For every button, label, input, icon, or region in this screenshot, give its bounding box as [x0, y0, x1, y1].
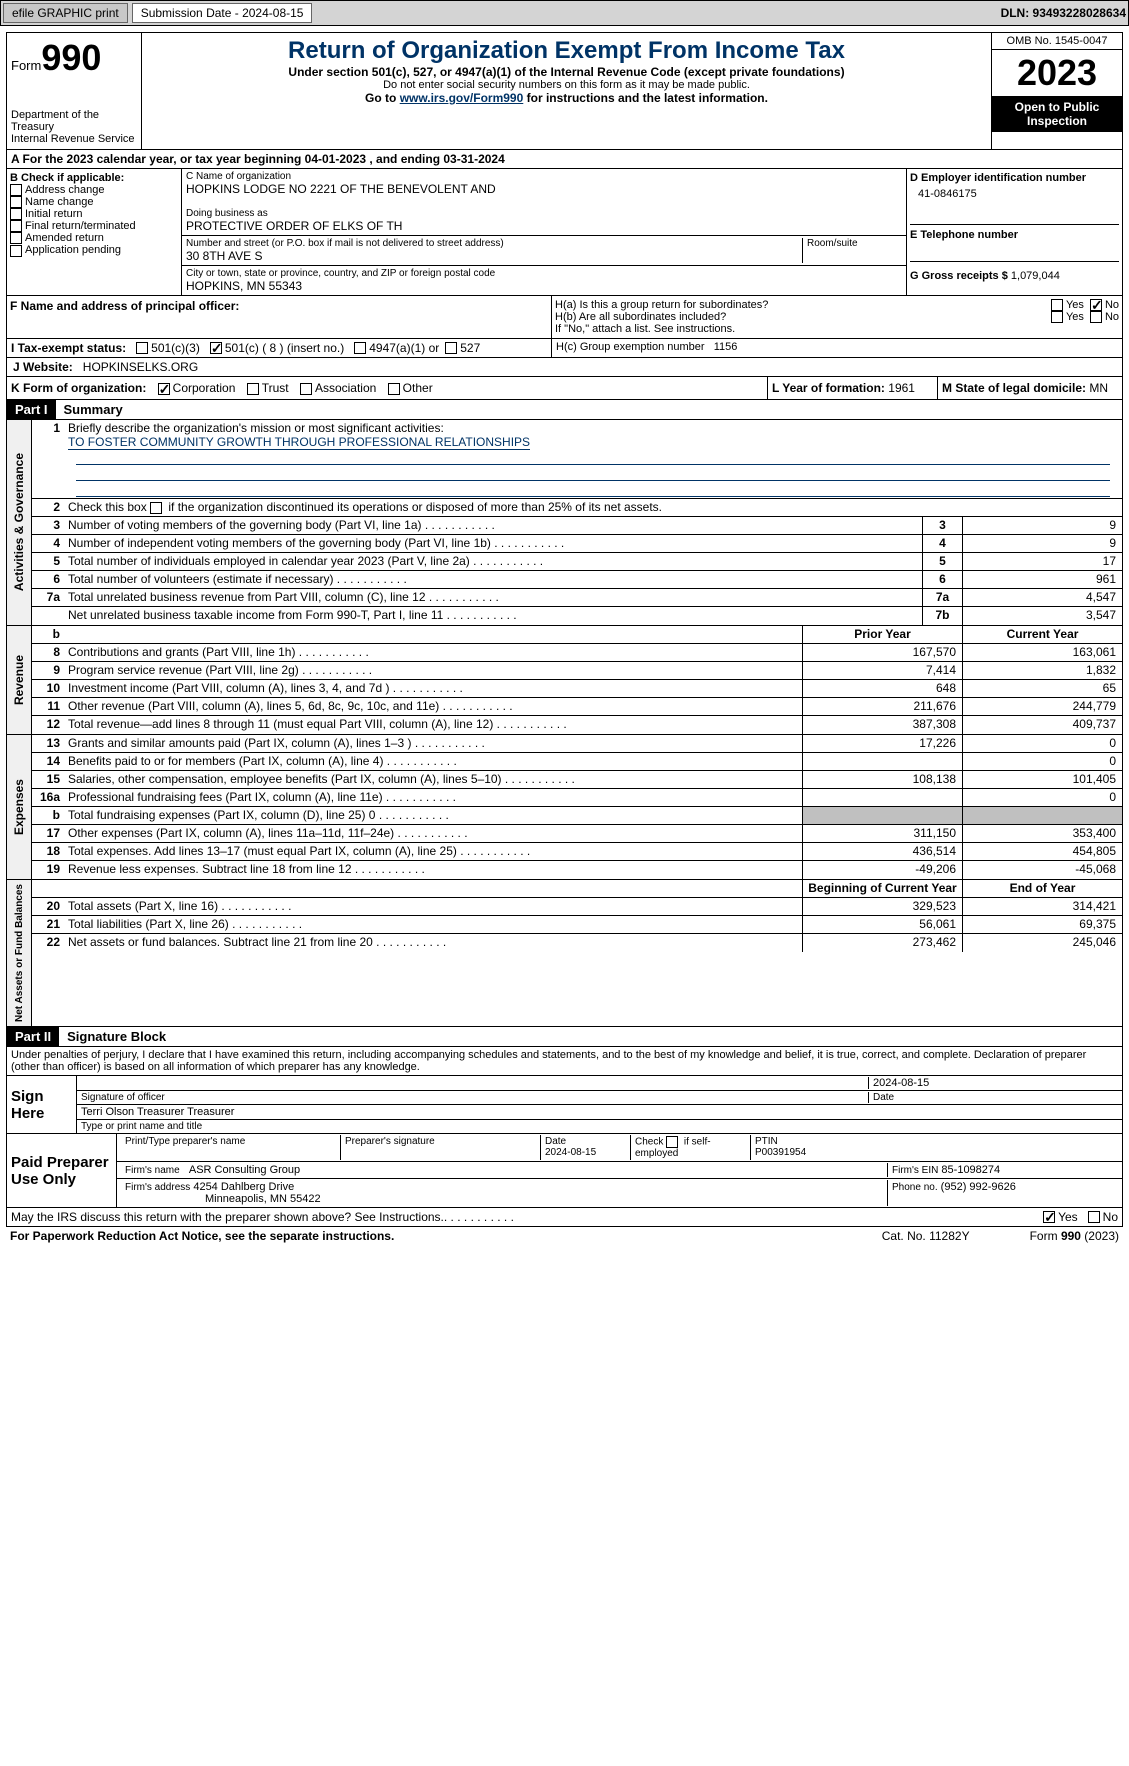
street-address: 30 8TH AVE S: [186, 249, 802, 263]
goto-line: Go to www.irs.gov/Form990 for instructio…: [146, 91, 987, 105]
summary-row: 6 Total number of volunteers (estimate i…: [32, 571, 1122, 589]
omb-number: OMB No. 1545-0047: [992, 33, 1122, 50]
ein: 41-0846175: [910, 184, 1119, 204]
checkbox-hb-no[interactable]: [1090, 311, 1102, 323]
paid-preparer-label: Paid Preparer Use Only: [7, 1134, 117, 1207]
checkbox-discuss-no[interactable]: [1088, 1211, 1100, 1223]
checkbox-527[interactable]: [445, 342, 457, 354]
summary-row: 7a Total unrelated business revenue from…: [32, 589, 1122, 607]
checkbox-other[interactable]: [388, 383, 400, 395]
summary-row: b Total fundraising expenses (Part IX, c…: [32, 807, 1122, 825]
ssn-warning: Do not enter social security numbers on …: [146, 79, 987, 91]
mission-text: TO FOSTER COMMUNITY GROWTH THROUGH PROFE…: [68, 435, 530, 450]
checkbox-501c[interactable]: [210, 342, 222, 354]
summary-row: 5 Total number of individuals employed i…: [32, 553, 1122, 571]
form-subtitle: Under section 501(c), 527, or 4947(a)(1)…: [146, 65, 987, 79]
summary-row: 21 Total liabilities (Part X, line 26) 5…: [32, 916, 1122, 934]
summary-row: 15 Salaries, other compensation, employe…: [32, 771, 1122, 789]
website: HOPKINSELKS.ORG: [79, 358, 1122, 376]
checkbox-final-return[interactable]: [10, 220, 22, 232]
summary-row: 14 Benefits paid to or for members (Part…: [32, 753, 1122, 771]
irs-url-link[interactable]: www.irs.gov/Form990: [400, 91, 524, 105]
summary-row: 19 Revenue less expenses. Subtract line …: [32, 861, 1122, 879]
firm-addr1: 4254 Dahlberg Drive: [193, 1181, 294, 1193]
paperwork-notice: For Paperwork Reduction Act Notice, see …: [10, 1229, 394, 1243]
toolbar: efile GRAPHIC print Submission Date - 20…: [0, 0, 1129, 26]
tax-period: A For the 2023 calendar year, or tax yea…: [6, 150, 1123, 169]
officer-name: Terri Olson Treasurer Treasurer: [81, 1106, 234, 1118]
checkbox-4947[interactable]: [354, 342, 366, 354]
city-state-zip: HOPKINS, MN 55343: [186, 279, 902, 293]
section-c: C Name of organization HOPKINS LODGE NO …: [182, 169, 907, 295]
firm-name: ASR Consulting Group: [189, 1164, 300, 1176]
checkbox-amended[interactable]: [10, 232, 22, 244]
checkbox-address-change[interactable]: [10, 184, 22, 196]
state-domicile: M State of legal domicile: MN: [937, 377, 1122, 399]
section-h: H(a) Is this a group return for subordin…: [552, 296, 1122, 338]
checkbox-501c3[interactable]: [136, 342, 148, 354]
section-hc: H(c) Group exemption number 1156: [552, 339, 1122, 357]
checkbox-initial-return[interactable]: [10, 208, 22, 220]
firm-ein: 85-1098274: [941, 1164, 1000, 1176]
gross-receipts: 1,079,044: [1011, 270, 1060, 282]
checkbox-trust[interactable]: [247, 383, 259, 395]
cat-no: Cat. No. 11282Y: [882, 1229, 970, 1243]
summary-row: 18 Total expenses. Add lines 13–17 (must…: [32, 843, 1122, 861]
expenses-label: Expenses: [10, 775, 28, 839]
checkbox-self-employed[interactable]: [666, 1136, 678, 1148]
efile-print-button[interactable]: efile GRAPHIC print: [3, 3, 128, 23]
tax-year: 2023: [992, 50, 1122, 96]
summary-row: 9 Program service revenue (Part VIII, li…: [32, 662, 1122, 680]
summary-row: 10 Investment income (Part VIII, column …: [32, 680, 1122, 698]
summary-row: 17 Other expenses (Part IX, column (A), …: [32, 825, 1122, 843]
summary-row: 11 Other revenue (Part VIII, column (A),…: [32, 698, 1122, 716]
form-label: Form990: [11, 37, 137, 79]
checkbox-discuss-yes[interactable]: [1043, 1211, 1055, 1223]
part2-title: Signature Block: [59, 1027, 174, 1046]
part1-header: Part I: [7, 400, 56, 419]
summary-row: 4 Number of independent voting members o…: [32, 535, 1122, 553]
checkbox-assoc[interactable]: [300, 383, 312, 395]
year-formation: L Year of formation: 1961: [767, 377, 937, 399]
checkbox-hb-yes[interactable]: [1051, 311, 1063, 323]
checkbox-ha-no[interactable]: [1090, 299, 1102, 311]
revenue-label: Revenue: [10, 651, 28, 709]
ptin: P00391954: [755, 1147, 806, 1158]
section-d-e-g: D Employer identification number 41-0846…: [907, 169, 1122, 295]
dln: DLN: 93493228028634: [1001, 6, 1126, 20]
irs-label: Internal Revenue Service: [11, 133, 137, 145]
part1-title: Summary: [56, 400, 131, 419]
form-990: Form990 Department of the Treasury Inter…: [0, 26, 1129, 1251]
declaration: Under penalties of perjury, I declare th…: [6, 1047, 1123, 1076]
checkbox-corp[interactable]: [158, 383, 170, 395]
summary-row: 13 Grants and similar amounts paid (Part…: [32, 735, 1122, 753]
submission-date: Submission Date - 2024-08-15: [132, 3, 313, 23]
summary-row: 20 Total assets (Part X, line 16) 329,52…: [32, 898, 1122, 916]
org-name: HOPKINS LODGE NO 2221 OF THE BENEVOLENT …: [186, 182, 902, 196]
summary-row: 16a Professional fundraising fees (Part …: [32, 789, 1122, 807]
checkbox-name-change[interactable]: [10, 196, 22, 208]
dept-treasury: Department of the Treasury: [11, 109, 137, 133]
summary-row: 12 Total revenue—add lines 8 through 11 …: [32, 716, 1122, 734]
firm-addr2: Minneapolis, MN 55422: [125, 1193, 321, 1205]
form-footer: Form 990 (2023): [1030, 1229, 1119, 1243]
checkbox-ha-yes[interactable]: [1051, 299, 1063, 311]
summary-row: 22 Net assets or fund balances. Subtract…: [32, 934, 1122, 952]
netassets-label: Net Assets or Fund Balances: [12, 880, 27, 1026]
dba: PROTECTIVE ORDER OF ELKS OF TH: [186, 219, 902, 233]
form-title: Return of Organization Exempt From Incom…: [146, 37, 987, 65]
sig-date: 2024-08-15: [868, 1077, 1118, 1089]
firm-phone: (952) 992-9626: [941, 1181, 1016, 1193]
summary-row: 8 Contributions and grants (Part VIII, l…: [32, 644, 1122, 662]
sign-here-label: Sign Here: [7, 1076, 77, 1133]
checkbox-discontinued[interactable]: [150, 502, 162, 514]
public-inspection: Open to Public Inspection: [992, 96, 1122, 132]
section-b: B Check if applicable: Address change Na…: [7, 169, 182, 295]
governance-label: Activities & Governance: [10, 449, 28, 595]
checkbox-pending[interactable]: [10, 245, 22, 257]
section-f: F Name and address of principal officer:: [7, 296, 552, 338]
summary-row: Net unrelated business taxable income fr…: [32, 607, 1122, 625]
part2-header: Part II: [7, 1027, 59, 1046]
summary-row: 3 Number of voting members of the govern…: [32, 517, 1122, 535]
